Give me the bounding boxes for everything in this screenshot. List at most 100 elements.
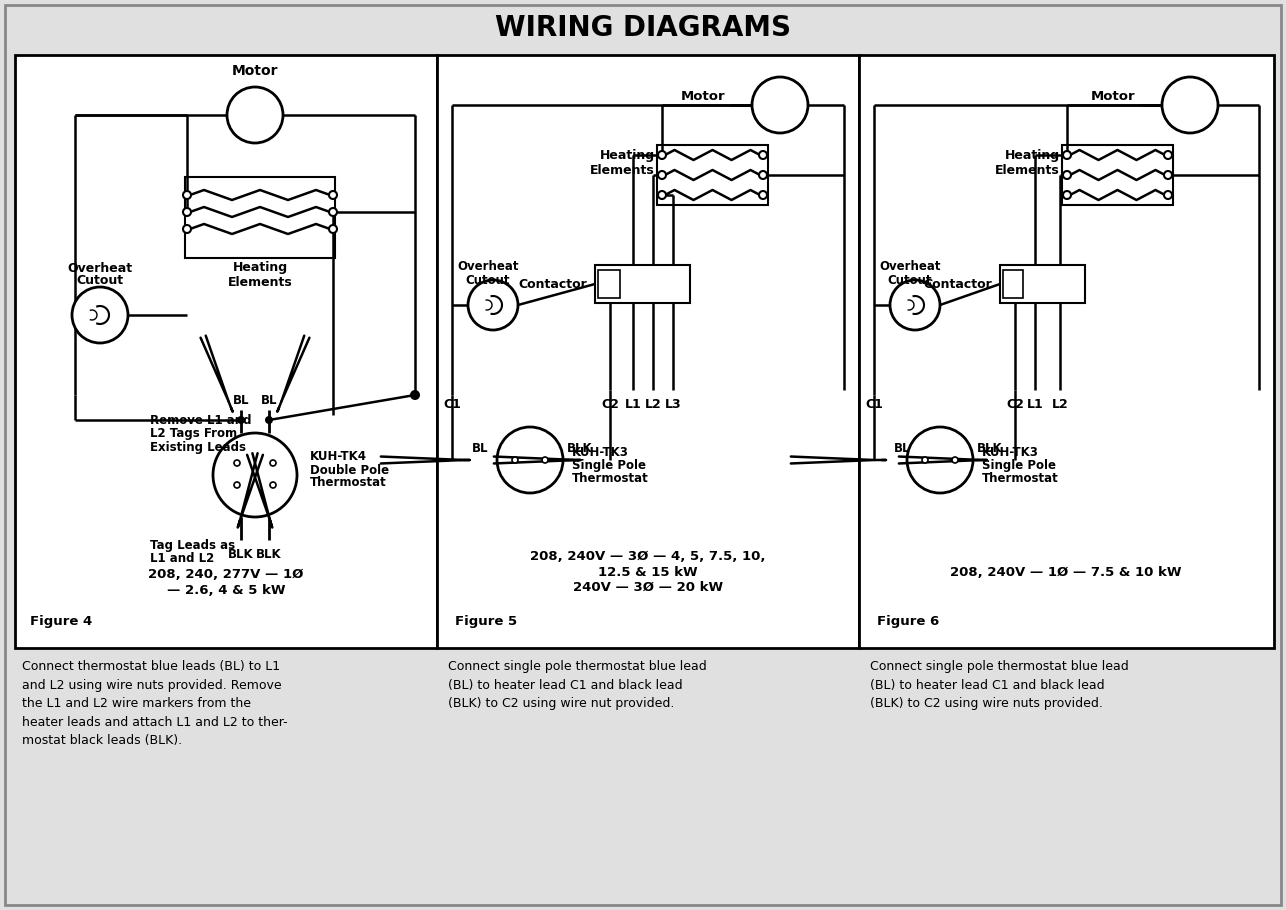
Circle shape	[658, 171, 666, 179]
Text: WIRING DIAGRAMS: WIRING DIAGRAMS	[495, 14, 791, 42]
Text: BLK: BLK	[256, 549, 282, 561]
Text: Single Pole: Single Pole	[572, 459, 646, 471]
Bar	[859, 55, 1274, 648]
Text: L1 and L2: L1 and L2	[150, 552, 215, 565]
Circle shape	[890, 280, 940, 330]
Text: L2: L2	[1052, 399, 1069, 411]
Bar	[1003, 270, 1022, 298]
Text: Overheat: Overheat	[67, 261, 132, 275]
Text: BL: BL	[472, 441, 489, 454]
Circle shape	[329, 225, 337, 233]
Text: Motor: Motor	[1091, 90, 1136, 104]
Text: Thermostat: Thermostat	[983, 471, 1058, 484]
Text: Thermostat: Thermostat	[572, 471, 648, 484]
Text: Figure 4: Figure 4	[30, 615, 93, 629]
Circle shape	[1064, 151, 1071, 159]
Circle shape	[512, 457, 518, 463]
Text: KUH-TK3: KUH-TK3	[572, 446, 629, 459]
Text: 208, 240V — 3Ø — 4, 5, 7.5, 10,: 208, 240V — 3Ø — 4, 5, 7.5, 10,	[530, 551, 765, 563]
Circle shape	[410, 390, 421, 400]
Text: Double Pole: Double Pole	[310, 463, 390, 477]
Text: Figure 6: Figure 6	[877, 615, 939, 629]
Circle shape	[234, 460, 240, 466]
Circle shape	[237, 416, 246, 424]
Circle shape	[183, 225, 192, 233]
Text: C1: C1	[444, 399, 460, 411]
Bar	[1062, 145, 1173, 205]
Bar	[1001, 265, 1085, 303]
Text: 208, 240V — 1Ø — 7.5 & 10 kW: 208, 240V — 1Ø — 7.5 & 10 kW	[950, 565, 1182, 579]
Text: BL: BL	[261, 393, 278, 407]
Text: Cutout: Cutout	[887, 274, 932, 287]
Text: Elements: Elements	[228, 277, 292, 289]
Text: Elements: Elements	[995, 164, 1060, 177]
Text: Thermostat: Thermostat	[310, 477, 387, 490]
Bar	[15, 55, 437, 648]
Text: L2 Tags From: L2 Tags From	[150, 428, 237, 440]
Circle shape	[265, 416, 273, 424]
Bar	[10, 8, 1276, 43]
Text: 208, 240, 277V — 1Ø: 208, 240, 277V — 1Ø	[148, 569, 303, 581]
Text: Existing Leads: Existing Leads	[150, 441, 246, 454]
Bar	[598, 270, 620, 298]
Text: 12.5 & 15 kW: 12.5 & 15 kW	[598, 565, 698, 579]
Bar	[437, 55, 859, 648]
Bar	[185, 177, 334, 258]
Circle shape	[759, 191, 766, 199]
Circle shape	[541, 457, 548, 463]
Text: C2: C2	[601, 399, 619, 411]
Text: Overheat: Overheat	[880, 260, 941, 274]
Circle shape	[496, 427, 563, 493]
Circle shape	[228, 87, 283, 143]
Text: Contactor: Contactor	[923, 278, 992, 290]
Text: KUH-TK4: KUH-TK4	[310, 450, 367, 463]
Circle shape	[1163, 77, 1218, 133]
Text: Contactor: Contactor	[518, 278, 586, 290]
Circle shape	[183, 208, 192, 216]
Circle shape	[658, 151, 666, 159]
Circle shape	[234, 482, 240, 488]
Text: BLK: BLK	[977, 441, 1003, 454]
Text: Connect single pole thermostat blue lead
(BL) to heater lead C1 and black lead
(: Connect single pole thermostat blue lead…	[448, 660, 707, 710]
Text: Connect single pole thermostat blue lead
(BL) to heater lead C1 and black lead
(: Connect single pole thermostat blue lead…	[871, 660, 1129, 710]
Text: BL: BL	[233, 393, 249, 407]
Circle shape	[270, 482, 276, 488]
Circle shape	[213, 433, 297, 517]
Circle shape	[759, 171, 766, 179]
Circle shape	[329, 208, 337, 216]
Circle shape	[907, 427, 974, 493]
Text: Elements: Elements	[590, 164, 655, 177]
Text: Heating: Heating	[233, 261, 288, 275]
Circle shape	[72, 287, 129, 343]
Text: L3: L3	[665, 399, 682, 411]
Circle shape	[1064, 171, 1071, 179]
Text: 240V — 3Ø — 20 kW: 240V — 3Ø — 20 kW	[574, 581, 723, 593]
Text: Motor: Motor	[231, 64, 278, 78]
Text: Cutout: Cutout	[76, 275, 123, 288]
Circle shape	[1164, 171, 1172, 179]
Text: BLK: BLK	[567, 441, 593, 454]
Text: BLK: BLK	[228, 549, 253, 561]
Circle shape	[759, 151, 766, 159]
Text: C1: C1	[865, 399, 883, 411]
Text: Single Pole: Single Pole	[983, 459, 1056, 471]
Text: Heating: Heating	[599, 148, 655, 161]
Circle shape	[1164, 191, 1172, 199]
Text: KUH-TK3: KUH-TK3	[983, 446, 1039, 459]
Text: L1: L1	[625, 399, 642, 411]
Text: BL: BL	[894, 441, 910, 454]
Circle shape	[952, 457, 958, 463]
Text: Remove L1 and: Remove L1 and	[150, 413, 252, 427]
Text: C2: C2	[1006, 399, 1024, 411]
Text: Connect thermostat blue leads (BL) to L1
and L2 using wire nuts provided. Remove: Connect thermostat blue leads (BL) to L1…	[22, 660, 288, 747]
Text: Cutout: Cutout	[466, 274, 511, 287]
Circle shape	[658, 191, 666, 199]
Text: L1: L1	[1026, 399, 1043, 411]
Circle shape	[270, 460, 276, 466]
Circle shape	[1064, 191, 1071, 199]
Circle shape	[922, 457, 928, 463]
Bar	[595, 265, 691, 303]
Circle shape	[183, 191, 192, 199]
Circle shape	[1164, 151, 1172, 159]
Text: Tag Leads as: Tag Leads as	[150, 539, 235, 551]
